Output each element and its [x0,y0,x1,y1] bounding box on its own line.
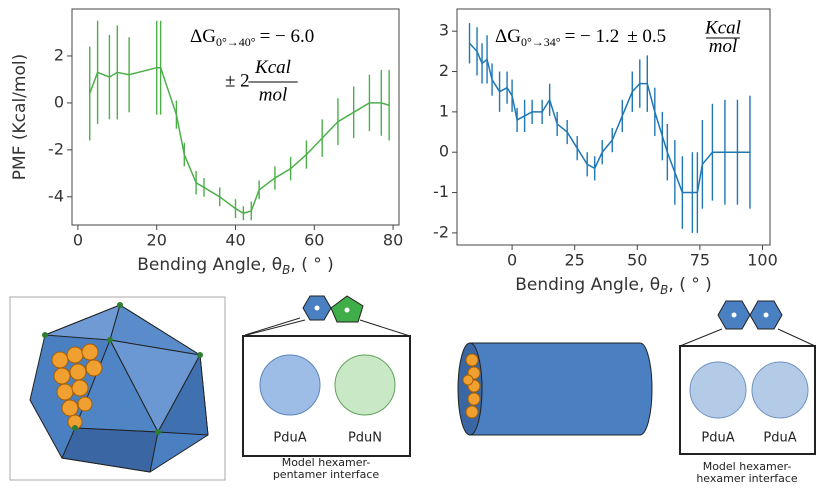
x-tick-label: 50 [627,251,647,270]
y-tick-label: -4 [48,186,64,205]
annotation-sub: 0°→40° [216,35,256,49]
annotation-text: ΔG [190,26,216,47]
x-label-text: Bending Angle, θ [515,275,660,295]
protein-label: PduN [348,431,382,446]
figure: 020406080-4-202Bending Angle, θB, ( ° )P… [0,0,823,485]
x-tick-label: 40 [225,231,245,250]
annotation-num: Kcal [254,57,291,78]
x-label-text: , ( ° ) [290,255,333,275]
x-label-sub: B [282,263,290,277]
protein-label: PduA [273,431,306,446]
protein-label: PduA [701,431,734,446]
y-tick-label: 1 [439,101,449,120]
protein-label: PduA [763,431,796,446]
x-tick-label: 0 [507,251,517,270]
x-tick-label: 60 [304,231,324,250]
y-axis-label: PMF (Kcal/mol) [10,54,30,180]
icosahedron-illustration [10,297,225,480]
x-axis-label: Bending Angle, θB, ( ° ) [515,275,712,297]
y-tick-label: -2 [48,139,64,158]
x-tick-label: 80 [383,231,403,250]
y-tick-label: -1 [433,182,449,201]
y-tick-label: 2 [54,45,64,64]
annotation-text: ΔG [495,26,521,47]
annotation-den: mol [709,36,738,57]
y-tick-label: -2 [433,222,449,241]
interface-icon [243,296,410,456]
cylinder-illustration [458,343,652,435]
panel-caption: hexamer interface [696,472,798,485]
annotation: ± 2 [225,70,250,91]
x-label-text: , ( ° ) [668,275,711,295]
y-tick-label: 0 [439,142,449,161]
y-tick-label: 2 [439,61,449,80]
x-label-sub: B [660,283,668,297]
x-tick-label: 75 [690,251,710,270]
annotation-num: Kcal [704,17,741,38]
x-tick-label: 100 [747,251,778,270]
x-label-text: Bending Angle, θ [137,255,282,275]
y-tick-label: 0 [54,92,64,111]
x-tick-label: 25 [565,251,585,270]
annotation-den: mol [259,85,288,106]
annotation: ΔG0°→34° = − 1.2 ± 0.5 [495,26,666,48]
annotation-sub: 0°→34° [521,35,561,49]
annotation-text: = − 1.2 [565,26,620,47]
panel-caption: pentamer interface [273,468,380,481]
x-tick-label: 0 [73,231,83,250]
annotation-text: ± 0.5 [627,26,666,47]
x-axis-label: Bending Angle, θB, ( ° ) [137,255,334,277]
annotation-text: = − 6.0 [260,26,315,47]
y-tick-label: 3 [439,21,449,40]
x-tick-label: 20 [147,231,167,250]
